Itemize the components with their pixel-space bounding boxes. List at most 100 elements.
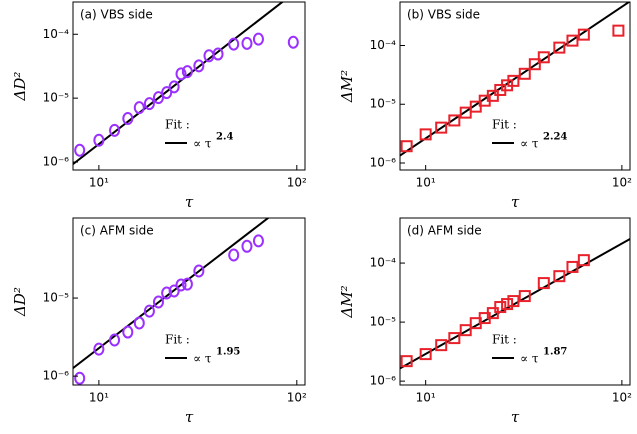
marker [494, 301, 507, 314]
marker [168, 80, 180, 94]
marker [448, 332, 461, 345]
y-tick-label: 10⁻⁶ [370, 374, 397, 388]
marker [181, 277, 193, 291]
y-tick-label: 10⁻⁵ [43, 291, 70, 305]
marker [181, 65, 193, 79]
fit-legend-exponent: 2.24 [543, 132, 567, 143]
marker [109, 333, 121, 347]
marker [161, 86, 173, 100]
marker [448, 114, 461, 127]
marker [252, 32, 264, 46]
x-axis-label: τ [185, 193, 194, 211]
y-tick-label: 10⁻⁵ [43, 91, 70, 105]
marker [74, 143, 86, 157]
panel: 10¹ 10² 10⁻⁶ 10⁻⁵ 10⁻⁴ (b) VBS side τ ΔM² Fit :∝… [338, 1, 632, 211]
marker [518, 290, 531, 303]
y-tick-label: 10⁻⁵ [370, 97, 397, 111]
fit-legend-exponent: 1.95 [216, 347, 240, 358]
plot-frame [399, 1, 631, 171]
marker [193, 264, 205, 278]
fit-line [73, 2, 284, 165]
marker [612, 24, 625, 37]
markers [74, 32, 299, 157]
x-tick-label: 10² [612, 176, 632, 190]
y-tick-label: 10⁻⁶ [43, 369, 70, 383]
markers [400, 254, 590, 368]
marker [133, 316, 145, 330]
marker [518, 67, 531, 80]
fit-line [400, 2, 630, 157]
marker [287, 35, 299, 49]
panel-title: (c) AFM side [80, 224, 154, 238]
fit-legend-expression: ∝ τ [193, 137, 212, 151]
y-tick-label: 10⁻⁴ [370, 38, 397, 52]
panel: 10¹ 10² 10⁻⁶ 10⁻⁵ 10⁻⁴ (d) AFM side τ ΔM² Fit :∝… [338, 217, 632, 426]
marker [212, 47, 224, 61]
marker [577, 28, 590, 41]
x-tick-label: 10¹ [89, 176, 109, 190]
panel-title: (b) VBS side [407, 8, 480, 22]
marker [507, 74, 520, 87]
x-tick-label: 10² [287, 176, 307, 190]
panel-title: (d) AFM side [407, 224, 482, 238]
plot-frame [399, 217, 631, 386]
marker [577, 254, 590, 267]
marker [400, 140, 413, 153]
fit-legend-expression: ∝ τ [193, 352, 212, 366]
marker [566, 260, 579, 273]
marker [537, 51, 550, 64]
x-tick-label: 10¹ [89, 391, 109, 405]
panel: 10¹ 10² 10⁻⁶ 10⁻⁵ 10⁻⁴ (a) VBS side τ ΔD² Fit :∝… [11, 1, 307, 211]
y-axis-label: ΔD² [11, 72, 29, 102]
fit-legend-title: Fit : [165, 333, 190, 347]
fit-line [400, 238, 630, 370]
marker [553, 41, 566, 54]
x-axis-label: τ [511, 193, 520, 211]
marker [501, 298, 514, 311]
fit-legend-exponent: 1.87 [543, 347, 567, 358]
x-tick-label: 10² [612, 391, 632, 405]
y-tick-label: 10⁻⁴ [370, 256, 397, 270]
marker [486, 307, 499, 320]
marker [175, 278, 187, 292]
y-axis-label: ΔD² [11, 287, 29, 317]
x-axis-label: τ [185, 408, 194, 426]
marker [459, 324, 472, 337]
marker [93, 342, 105, 356]
panel: 10¹ 10² 10⁻⁶ 10⁻⁵ (c) AFM side τ ΔD² Fit :∝ τ 1.… [11, 217, 307, 426]
marker [241, 239, 253, 253]
marker [435, 121, 448, 134]
marker [74, 371, 86, 385]
marker [419, 348, 432, 361]
y-tick-label: 10⁻⁶ [43, 155, 70, 169]
marker [537, 277, 550, 290]
marker [228, 248, 240, 262]
marker [143, 304, 155, 318]
fit-legend-expression: ∝ τ [520, 352, 539, 366]
marker [122, 325, 134, 339]
marker [109, 123, 121, 137]
marker [152, 295, 164, 309]
x-tick-label: 10² [287, 391, 307, 405]
y-axis-label: ΔM² [338, 70, 356, 103]
x-axis-label: τ [511, 408, 520, 426]
marker [435, 339, 448, 352]
marker [193, 59, 205, 73]
fit-legend-title: Fit : [492, 333, 517, 347]
marker [143, 97, 155, 111]
marker [252, 234, 264, 248]
y-tick-label: 10⁻⁵ [370, 315, 397, 329]
marker [553, 270, 566, 283]
plot-frame [72, 217, 306, 386]
marker [528, 58, 541, 71]
panel-title: (a) VBS side [80, 8, 153, 22]
markers [400, 24, 625, 153]
marker [161, 286, 173, 300]
marker [507, 295, 520, 308]
fit-legend-expression: ∝ τ [520, 137, 539, 151]
marker [175, 67, 187, 81]
fit-legend-exponent: 2.4 [216, 132, 233, 143]
marker [566, 34, 579, 47]
marker [228, 37, 240, 51]
